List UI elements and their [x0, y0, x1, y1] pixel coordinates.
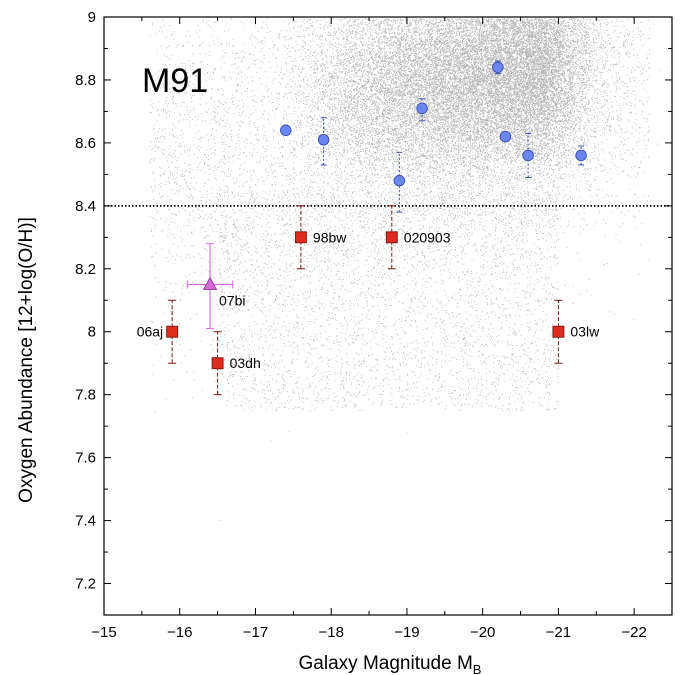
point-label: 03lw	[570, 324, 600, 340]
y-tick-label: 8.8	[75, 72, 96, 89]
blue-circle-marker	[416, 102, 428, 115]
y-tick-label: 7.2	[75, 576, 96, 593]
background-points	[149, 18, 668, 521]
blue-circle-point	[393, 151, 406, 213]
x-tick-label: −15	[91, 624, 116, 641]
x-tick-label: −17	[243, 624, 268, 641]
magenta-triangle-point: 07bi	[186, 243, 245, 330]
red-square-marker	[166, 325, 179, 338]
y-tick-label: 7.8	[75, 387, 96, 404]
panel-label: M91	[142, 62, 208, 100]
data-markers: 06aj 03dh 98bw 020903 03lw 07bi	[137, 60, 600, 396]
red-square-marker	[385, 231, 398, 244]
blue-circle-marker	[492, 61, 504, 74]
blue-circle-marker	[317, 133, 330, 146]
x-axis-title: Galaxy Magnitude MB	[299, 653, 482, 675]
blue-circle-point	[575, 145, 587, 166]
blue-circle-marker	[280, 124, 292, 137]
point-label: 020903	[404, 229, 451, 245]
red-square-point: 03lw	[552, 299, 600, 364]
x-tick-label: −21	[546, 624, 571, 641]
background-point-cloud	[149, 18, 668, 521]
x-axis-title-main: Galaxy Magnitude M	[299, 653, 473, 674]
y-tick-label: 8.2	[75, 261, 96, 278]
y-tick-label: 9	[88, 9, 96, 26]
blue-circle-point	[416, 98, 428, 122]
blue-circle-marker	[522, 149, 534, 162]
red-square-point: 020903	[385, 205, 451, 270]
x-tick-label: −20	[470, 624, 495, 641]
red-square-marker	[294, 231, 307, 244]
y-tick-label: 8.4	[75, 198, 96, 215]
point-label: 98bw	[313, 229, 347, 245]
blue-circle-point	[522, 132, 534, 179]
x-tick-label: −18	[318, 624, 343, 641]
axis-ticks: −15 −16 −17 −18 −19 −20 −21 −22 7.2 7.4 7.6 7.8 8 8.2…	[75, 9, 673, 641]
blue-circle-marker	[393, 174, 406, 187]
blue-circle-point	[317, 117, 330, 166]
blue-circle-point	[492, 60, 504, 75]
y-tick-label: 7.4	[75, 513, 96, 530]
plot-frame	[103, 16, 673, 616]
red-square-point: 06aj	[137, 299, 179, 364]
y-axis-title: Oxygen Abundance [12+log(O/H)]	[16, 217, 37, 503]
x-axis-title-subscript: B	[473, 662, 482, 675]
magenta-triangle-marker	[202, 276, 218, 290]
x-tick-label: −22	[621, 624, 646, 641]
x-tick-label: −16	[167, 624, 192, 641]
y-tick-label: 8	[88, 324, 96, 341]
blue-circle-point	[280, 124, 292, 137]
x-tick-label: −19	[394, 624, 419, 641]
point-label: 06aj	[137, 324, 163, 340]
blue-circle-point	[499, 130, 512, 143]
red-square-marker	[552, 325, 565, 338]
y-tick-label: 7.6	[75, 450, 96, 467]
point-label: 07bi	[219, 293, 245, 309]
blue-circle-marker	[499, 130, 512, 143]
blue-circle-marker	[575, 149, 587, 162]
y-tick-label: 8.6	[75, 135, 96, 152]
red-square-point: 03dh	[211, 331, 261, 396]
red-square-point: 98bw	[294, 205, 347, 270]
point-label: 03dh	[230, 355, 261, 371]
red-square-marker	[211, 357, 224, 370]
